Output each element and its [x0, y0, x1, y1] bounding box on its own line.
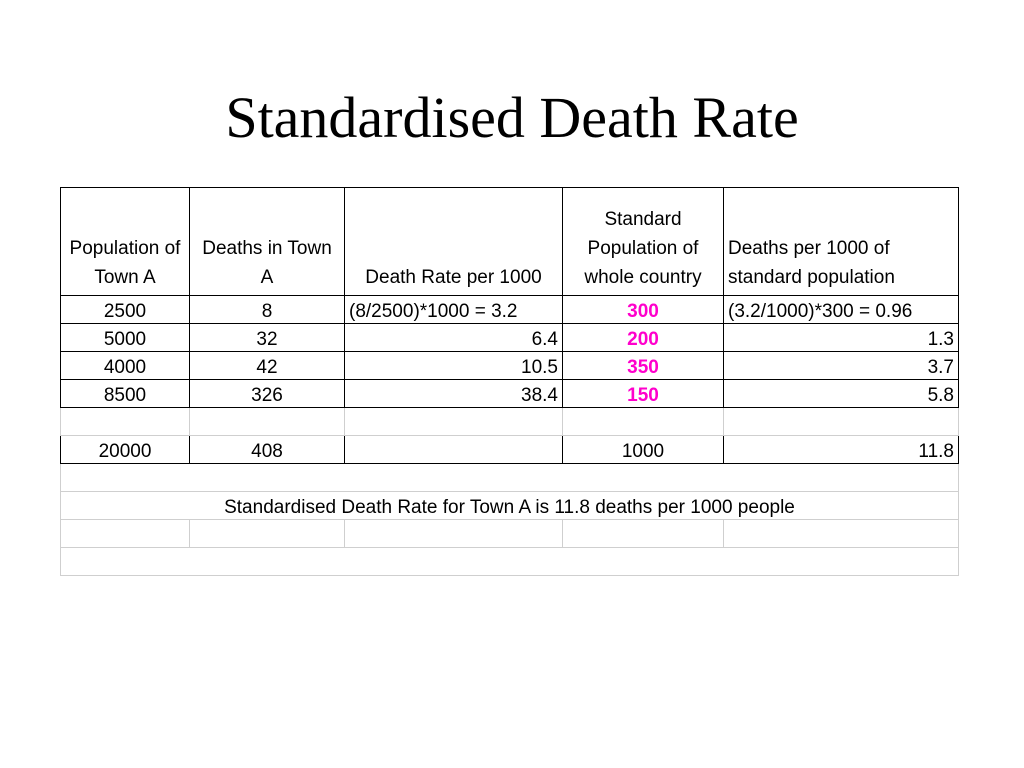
- total-deaths-cell: 408: [189, 435, 345, 464]
- empty-cell: [344, 519, 563, 548]
- standard-population-cell: 200: [562, 323, 724, 352]
- empty-row: [60, 547, 959, 576]
- deaths-standard-cell: (3.2/1000)*300 = 0.96: [723, 295, 959, 324]
- header-deaths: Deaths in Town A: [189, 187, 345, 296]
- empty-cell: [723, 519, 959, 548]
- header-row: Population of Town A Deaths in Town A De…: [60, 187, 959, 296]
- empty-cell: [60, 519, 190, 548]
- empty-row: [60, 463, 959, 492]
- empty-cell: [60, 407, 190, 436]
- death-rate-cell: 10.5: [344, 351, 563, 380]
- standard-population-cell: 150: [562, 379, 724, 408]
- total-population-cell: 20000: [60, 435, 190, 464]
- empty-cell: [344, 407, 563, 436]
- population-cell: 8500: [60, 379, 190, 408]
- population-cell: 2500: [60, 295, 190, 324]
- totals-row: 20000 408 1000 11.8: [60, 435, 959, 464]
- empty-cell: [189, 519, 345, 548]
- table-row: 8500 326 38.4 150 5.8: [60, 379, 959, 408]
- deaths-cell: 32: [189, 323, 345, 352]
- total-standard-population-cell: 1000: [562, 435, 724, 464]
- table-row: 2500 8 (8/2500)*1000 = 3.2 300 (3.2/1000…: [60, 295, 959, 324]
- deaths-standard-cell: 3.7: [723, 351, 959, 380]
- page-title: Standardised Death Rate: [225, 85, 799, 150]
- header-death-rate: Death Rate per 1000: [344, 187, 563, 296]
- empty-cell: [189, 407, 345, 436]
- death-rate-table: Population of Town A Deaths in Town A De…: [60, 187, 959, 576]
- population-cell: 4000: [60, 351, 190, 380]
- total-deaths-standard-cell: 11.8: [723, 435, 959, 464]
- death-rate-cell: (8/2500)*1000 = 3.2: [344, 295, 563, 324]
- deaths-cell: 8: [189, 295, 345, 324]
- standard-population-cell: 300: [562, 295, 724, 324]
- empty-row: [60, 519, 959, 548]
- header-standard-population: Standard Population of whole country: [562, 187, 724, 296]
- deaths-standard-cell: 1.3: [723, 323, 959, 352]
- conclusion-row: Standardised Death Rate for Town A is 11…: [60, 491, 959, 520]
- population-cell: 5000: [60, 323, 190, 352]
- header-deaths-standard: Deaths per 1000 of standard population: [723, 187, 959, 296]
- deaths-standard-cell: 5.8: [723, 379, 959, 408]
- standard-population-cell: 350: [562, 351, 724, 380]
- table-row: 5000 32 6.4 200 1.3: [60, 323, 959, 352]
- empty-cell: [60, 463, 959, 492]
- conclusion-text: Standardised Death Rate for Town A is 11…: [60, 491, 959, 520]
- empty-row: [60, 407, 959, 436]
- empty-cell: [562, 519, 724, 548]
- deaths-cell: 42: [189, 351, 345, 380]
- empty-cell: [723, 407, 959, 436]
- death-rate-cell: 38.4: [344, 379, 563, 408]
- empty-cell: [60, 547, 959, 576]
- death-rate-cell: 6.4: [344, 323, 563, 352]
- table-row: 4000 42 10.5 350 3.7: [60, 351, 959, 380]
- empty-cell: [562, 407, 724, 436]
- header-population: Population of Town A: [60, 187, 190, 296]
- total-death-rate-cell: [344, 435, 563, 464]
- deaths-cell: 326: [189, 379, 345, 408]
